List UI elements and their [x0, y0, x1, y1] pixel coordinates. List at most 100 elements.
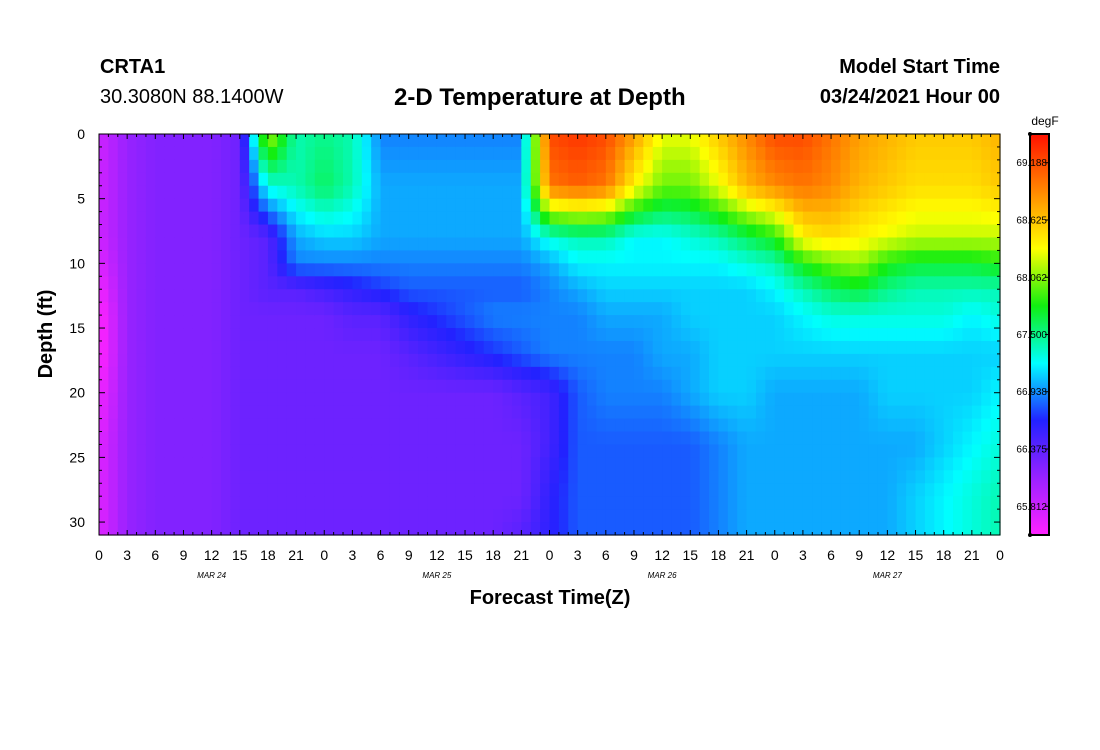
heatmap-cell	[877, 211, 888, 226]
heatmap-cell	[737, 483, 748, 497]
heatmap-cell	[568, 263, 579, 277]
heatmap-cell	[849, 185, 860, 200]
heatmap-cell	[605, 444, 616, 458]
heatmap-cell	[455, 522, 466, 536]
heatmap-cell	[427, 483, 438, 497]
heatmap-cell	[343, 185, 354, 200]
heatmap-cell	[549, 470, 560, 484]
heatmap-cell	[136, 237, 147, 252]
heatmap-cell	[784, 302, 795, 316]
heatmap-cell	[877, 185, 888, 200]
heatmap-cell	[202, 418, 213, 433]
heatmap-cell	[755, 418, 766, 433]
heatmap-cell	[493, 224, 504, 239]
heatmap-cell	[962, 483, 973, 497]
heatmap-cell	[877, 405, 888, 420]
heatmap-cell	[906, 302, 917, 316]
heatmap-cell	[737, 276, 748, 290]
heatmap-cell	[521, 159, 532, 174]
heatmap-cell	[568, 405, 579, 420]
heatmap-cell	[924, 224, 935, 239]
heatmap-cell	[605, 431, 616, 446]
heatmap-cell	[680, 496, 691, 510]
heatmap-cell	[587, 198, 598, 213]
heatmap-cell	[324, 315, 335, 329]
heatmap-cell	[446, 172, 457, 187]
heatmap-cell	[202, 185, 213, 200]
heatmap-cell	[117, 315, 128, 329]
heatmap-cell	[840, 134, 851, 148]
heatmap-cell	[540, 418, 551, 433]
heatmap-cell	[605, 328, 616, 342]
heatmap-cell	[183, 263, 194, 277]
heatmap-cell	[446, 134, 457, 148]
heatmap-cell	[859, 340, 870, 355]
heatmap-cell	[859, 250, 870, 264]
date-label: MAR 27	[873, 571, 902, 580]
heatmap-cell	[709, 405, 720, 420]
heatmap-cell	[389, 444, 400, 458]
heatmap-cell	[296, 328, 307, 342]
heatmap-cell	[596, 522, 607, 536]
heatmap-cell	[887, 263, 898, 277]
heatmap-cell	[192, 470, 203, 484]
heatmap-cell	[127, 263, 138, 277]
heatmap-cell	[784, 470, 795, 484]
heatmap-cell	[136, 470, 147, 484]
heatmap-cell	[718, 509, 729, 523]
heatmap-cell	[493, 379, 504, 394]
heatmap-cell	[455, 379, 466, 394]
heatmap-cell	[502, 263, 513, 277]
heatmap-cell	[221, 289, 231, 303]
heatmap-cell	[202, 366, 213, 381]
heatmap-cell	[399, 379, 410, 394]
heatmap-cell	[709, 289, 720, 303]
heatmap-cell	[380, 224, 391, 239]
heatmap-cell	[474, 276, 485, 290]
heatmap-cell	[258, 159, 269, 174]
heatmap-cell	[230, 522, 241, 536]
heatmap-cell	[643, 224, 654, 239]
heatmap-cell	[934, 172, 945, 187]
heatmap-cell	[286, 250, 297, 264]
heatmap-cell	[483, 315, 494, 329]
heatmap-cell	[643, 405, 654, 420]
heatmap-cell	[511, 185, 522, 200]
heatmap-cell	[643, 134, 654, 148]
heatmap-cell	[596, 134, 607, 148]
heatmap-cell	[174, 483, 185, 497]
heatmap-cell	[990, 522, 1001, 536]
heatmap-cell	[849, 198, 860, 213]
heatmap-cell	[662, 392, 673, 407]
heatmap-cell	[953, 353, 964, 368]
heatmap-cell	[267, 483, 278, 497]
heatmap-cell	[502, 237, 513, 252]
heatmap-cell	[136, 418, 147, 433]
heatmap-cell	[333, 159, 344, 174]
heatmap-cell	[343, 289, 354, 303]
heatmap-cell	[549, 315, 560, 329]
heatmap-cell	[587, 211, 598, 226]
heatmap-cell	[615, 146, 626, 161]
heatmap-cell	[305, 379, 316, 394]
heatmap-cell	[511, 134, 522, 148]
heatmap-cell	[765, 224, 776, 239]
heatmap-cell	[896, 134, 907, 148]
heatmap-cell	[953, 237, 964, 252]
heatmap-cell	[427, 509, 438, 523]
heatmap-cell	[521, 353, 532, 368]
heatmap-cell	[615, 405, 626, 420]
heatmap-cell	[746, 224, 757, 239]
heatmap-cell	[164, 405, 175, 420]
heatmap-cell	[793, 237, 804, 252]
heatmap-cell	[230, 379, 241, 394]
heatmap-cell	[765, 134, 776, 148]
heatmap-cell	[727, 405, 738, 420]
heatmap-cell	[296, 263, 307, 277]
heatmap-cell	[877, 315, 888, 329]
heatmap-cell	[624, 392, 635, 407]
heatmap-cell	[343, 134, 354, 148]
heatmap-cell	[737, 392, 748, 407]
heatmap-cell	[859, 522, 870, 536]
heatmap-cell	[436, 224, 447, 239]
